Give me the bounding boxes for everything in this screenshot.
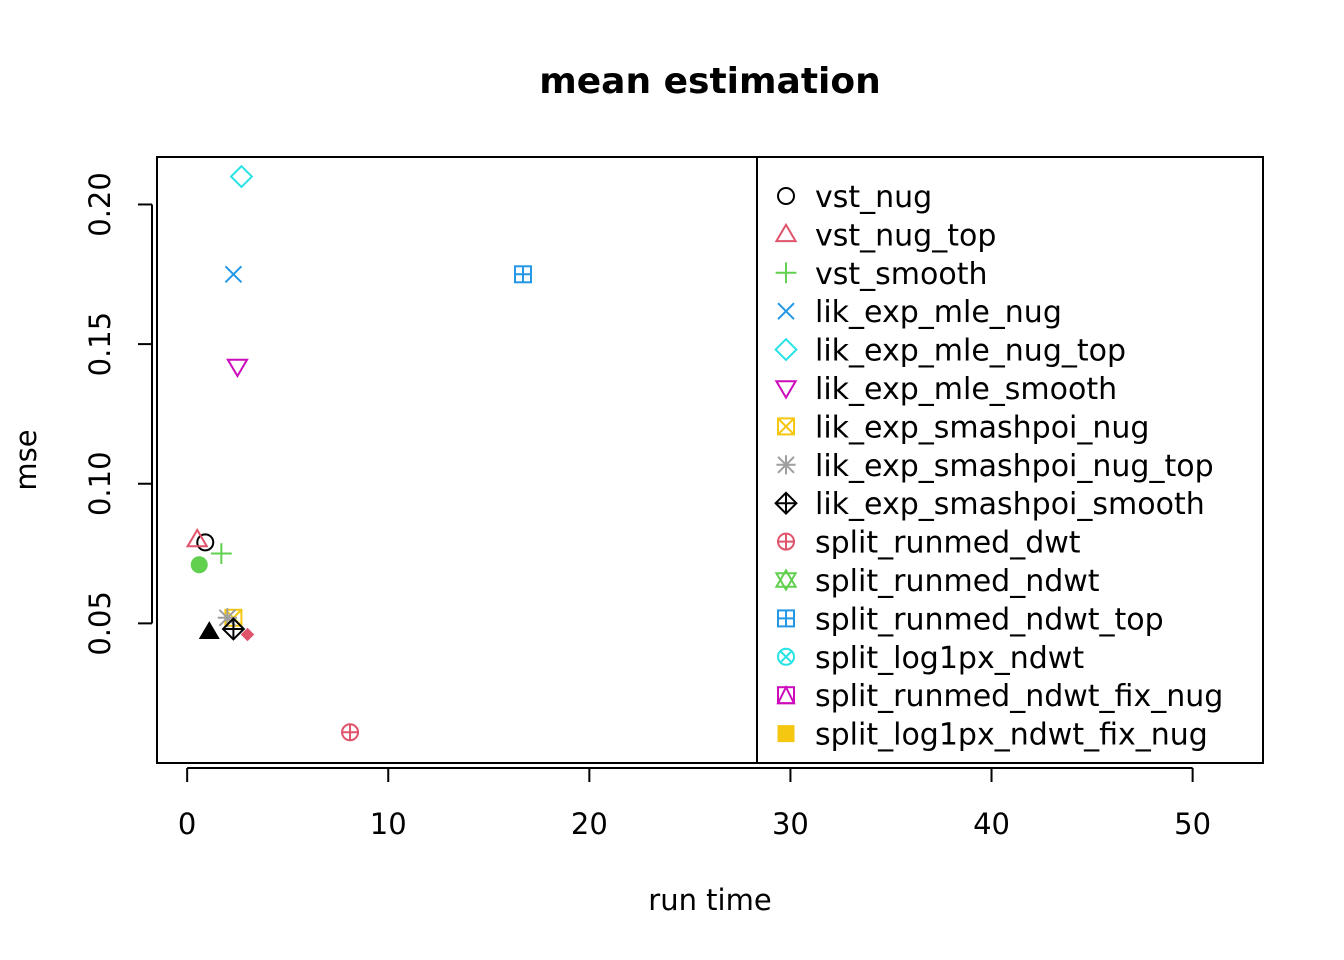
data-points: [185, 164, 532, 742]
legend-item: split_log1px_ndwt_fix_nug: [777, 718, 1208, 753]
x-tick-label: 50: [1174, 807, 1211, 841]
legend-label: lik_exp_mle_smooth: [815, 372, 1117, 407]
legend-item: lik_exp_smashpoi_nug: [777, 410, 1149, 445]
legend-symbol: [777, 302, 795, 320]
legend-item: split_runmed_dwt: [777, 526, 1081, 561]
x-tick-label: 20: [571, 807, 608, 841]
legend-item: split_runmed_ndwt_fix_nug: [776, 679, 1223, 714]
legend-label: vst_nug: [815, 180, 932, 215]
legend-label: split_log1px_ndwt_fix_nug: [815, 718, 1208, 753]
legend-label: split_log1px_ndwt: [815, 641, 1084, 676]
legend-symbol: [776, 455, 796, 475]
y-axis: 0.05 0.10 0.15 0.20: [83, 172, 153, 656]
legend-label: vst_nug_top: [815, 218, 996, 253]
legend-label: lik_exp_mle_nug: [815, 295, 1062, 330]
data-point: [240, 627, 255, 642]
x-tick-label: 40: [973, 807, 1010, 841]
legend-label: split_runmed_dwt: [815, 526, 1081, 561]
legend-item: lik_exp_mle_smooth: [774, 372, 1117, 407]
legend-symbol: [774, 380, 798, 400]
legend-symbol: [777, 417, 795, 436]
legend-item: vst_smooth: [775, 257, 988, 292]
data-point: [198, 621, 220, 639]
legend-item: split_runmed_ndwt_top: [777, 602, 1164, 637]
data-point: [210, 543, 232, 564]
legend-symbol: [776, 684, 796, 705]
x-axis: 0 10 20 30 40 50: [178, 767, 1211, 841]
legend-label: split_runmed_ndwt_top: [815, 602, 1164, 637]
data-point: [185, 528, 209, 548]
legend-symbol: [774, 491, 798, 516]
legend-label: split_runmed_ndwt: [815, 564, 1100, 599]
x-tick-label: 10: [370, 807, 407, 841]
legend-item: split_runmed_ndwt: [774, 564, 1100, 599]
legend-item: vst_nug_top: [774, 218, 996, 253]
legend-item: lik_exp_smashpoi_nug_top: [776, 449, 1214, 484]
data-point: [341, 723, 360, 742]
y-tick-label: 0.10: [83, 451, 117, 516]
legend-symbol: [777, 187, 795, 205]
legend-symbol: [777, 532, 795, 551]
data-point: [224, 265, 243, 283]
legend-symbol: [777, 609, 795, 628]
legend-item: vst_nug: [777, 180, 932, 215]
legend-label: lik_exp_smashpoi_nug_top: [815, 449, 1214, 484]
data-point: [226, 358, 249, 379]
legend: vst_nugvst_nug_topvst_smoothlik_exp_mle_…: [756, 156, 1264, 764]
data-point: [196, 533, 215, 552]
x-tick-label: 30: [772, 807, 809, 841]
legend-item: lik_exp_mle_nug: [777, 295, 1062, 330]
legend-symbol: [774, 568, 798, 592]
legend-symbol: [777, 725, 795, 743]
legend-label: vst_smooth: [815, 257, 988, 292]
data-point: [229, 164, 254, 189]
y-tick-label: 0.05: [83, 591, 117, 656]
x-axis-label: run time: [648, 883, 771, 917]
x-tick-label: 0: [178, 807, 196, 841]
y-tick-label: 0.20: [83, 172, 117, 237]
legend-label: lik_exp_smashpoi_nug: [815, 410, 1149, 445]
y-axis-label: mse: [9, 429, 43, 490]
legend-item: split_log1px_ndwt: [777, 641, 1084, 676]
legend-symbol: [777, 647, 795, 666]
data-point: [190, 556, 208, 574]
legend-symbol: [774, 222, 798, 243]
data-point: [513, 265, 532, 284]
y-tick-label: 0.15: [83, 312, 117, 377]
legend-item: lik_exp_mle_nug_top: [774, 334, 1126, 369]
legend-label: lik_exp_smashpoi_smooth: [815, 487, 1205, 522]
legend-box: [756, 156, 1264, 764]
chart-title: mean estimation: [539, 61, 881, 102]
legend-symbol: [774, 337, 798, 362]
data-point: [221, 617, 246, 641]
legend-label: split_runmed_ndwt_fix_nug: [815, 679, 1223, 714]
legend-label: lik_exp_mle_nug_top: [815, 334, 1126, 369]
legend-item: lik_exp_smashpoi_smooth: [774, 487, 1205, 522]
legend-symbol: [775, 262, 797, 284]
